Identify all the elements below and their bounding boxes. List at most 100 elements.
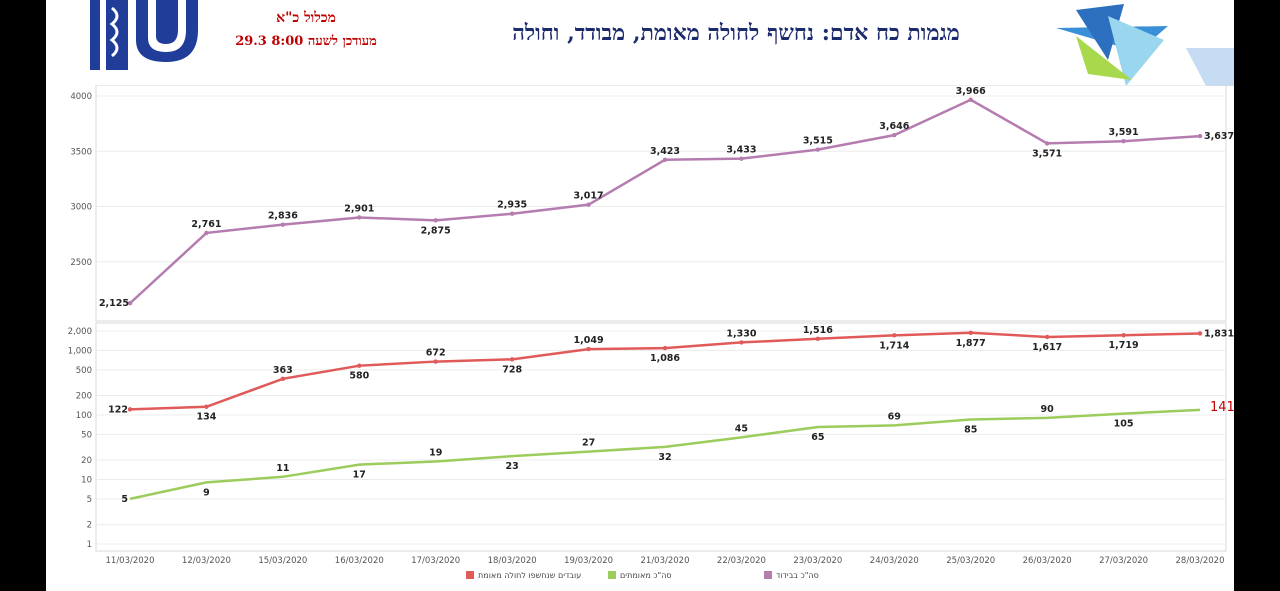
top-y-tick-label: 2500 — [70, 258, 92, 268]
isolated-data-label: 2,935 — [497, 200, 527, 211]
confirmed-data-label: 5 — [121, 494, 128, 505]
exposed-point — [739, 340, 744, 345]
x-tick-label: 28/03/2020 — [1176, 556, 1225, 566]
x-tick-label: 17/03/2020 — [411, 556, 460, 566]
bottom-y-tick-label: 5 — [87, 495, 92, 505]
exposed-point — [204, 404, 209, 409]
confirmed-data-label: 45 — [735, 423, 748, 434]
exposed-data-label: 122 — [108, 404, 128, 415]
x-tick-label: 24/03/2020 — [870, 556, 919, 566]
exposed-data-label: 1,516 — [803, 325, 833, 336]
isolated-point — [586, 202, 591, 207]
bottom-y-tick-label: 10 — [81, 475, 92, 485]
confirmed-line — [129, 408, 1201, 501]
bottom-y-tick-label: 500 — [76, 366, 92, 376]
charts-canvas: 40003500300025002,1252,7612,8362,9012,87… — [68, 84, 1234, 580]
isolated-data-label: 2,901 — [344, 203, 374, 214]
exposed-data-label: 1,086 — [650, 353, 680, 364]
exposed-data-label: 728 — [502, 364, 522, 375]
chart-area: 4000 3500 3000 2500 2,125 2,761 2,836 2,901 2,87… — [46, 84, 1234, 591]
bottom-y-tick-label: 2,000 — [68, 327, 92, 337]
x-tick-label: 11/03/2020 — [106, 556, 155, 566]
exposed-data-label: 1,617 — [1032, 342, 1062, 353]
legend-swatch — [764, 571, 772, 579]
top-y-tick-label: 4000 — [70, 92, 92, 102]
top-y-tick-label: 3000 — [70, 203, 92, 213]
legend-label: סה"כ בבידוד — [776, 571, 819, 580]
isolated-point — [815, 147, 821, 152]
isolated-data-label: 2,875 — [421, 225, 451, 236]
isolated-data-label: 3,591 — [1109, 127, 1139, 138]
isolated-point — [968, 97, 973, 102]
x-tick-label: 12/03/2020 — [182, 556, 231, 566]
isolated-point — [127, 301, 133, 306]
exposed-data-label: 1,714 — [879, 340, 909, 351]
confirmed-data-label: 11 — [276, 463, 289, 474]
legend-label: סה"כ מאומתים — [620, 571, 672, 580]
update-time: מעודכן לשעה 8:00 29.3 — [235, 34, 377, 49]
top-chart-frame — [95, 84, 1227, 322]
isolated-point — [204, 230, 209, 236]
unit-label: מכלול כ"א — [276, 10, 336, 26]
bottom-y-tick-label: 20 — [81, 456, 92, 466]
bottom-chart-frame — [95, 322, 1227, 552]
exposed-data-label: 580 — [349, 371, 369, 382]
exposed-data-label: 134 — [197, 412, 217, 423]
exposed-point — [509, 357, 515, 362]
isolated-data-label: 3,571 — [1032, 148, 1062, 159]
confirmed-data-label: 90 — [1041, 404, 1055, 415]
isolated-point — [662, 157, 668, 162]
confirmed-data-label: 23 — [506, 461, 519, 472]
legend-label: עובדים שנחשפו לחולה מאומת — [478, 571, 581, 580]
confirmed-data-label: 32 — [658, 452, 671, 463]
isolated-line — [129, 98, 1201, 305]
isolated-point — [1121, 139, 1126, 144]
isolated-point — [1044, 141, 1050, 146]
isolated-data-label: 3,966 — [956, 86, 986, 97]
exposed-point — [1121, 333, 1126, 338]
page-title: מגמות כח אדם: נחשף לחולה מאומת, מבודד, ו… — [512, 20, 960, 46]
confirmed-data-label: 85 — [964, 425, 977, 436]
x-tick-label: 27/03/2020 — [1099, 556, 1148, 566]
legend-swatch — [608, 571, 616, 579]
confirmed-data-label: 69 — [888, 411, 901, 422]
exposed-point — [662, 345, 668, 351]
slide: מכלול כ"א מעודכן לשעה 8:00 29.3 מגמות כח… — [46, 0, 1234, 591]
confirmed-data-label: 27 — [582, 438, 595, 449]
isolated-point — [357, 215, 362, 220]
isolated-point — [1197, 133, 1203, 139]
exposed-point — [1044, 334, 1050, 340]
confirmed-annotation: 141 — [1210, 400, 1234, 415]
emblem-logo — [1056, 4, 1234, 86]
x-tick-label: 15/03/2020 — [258, 556, 307, 566]
exposed-data-label: 363 — [273, 365, 293, 376]
confirmed-data-label: 65 — [811, 432, 824, 443]
confirmed-data-label: 105 — [1114, 419, 1134, 430]
x-tick-label: 18/03/2020 — [488, 556, 537, 566]
exposed-data-label: 1,049 — [574, 335, 604, 346]
top-y-tick-label: 3500 — [70, 147, 92, 157]
x-tick-label: 19/03/2020 — [564, 556, 613, 566]
isolated-point — [739, 156, 744, 161]
isolated-data-label: 3,646 — [879, 121, 909, 132]
confirmed-data-label: 9 — [203, 487, 210, 498]
x-tick-label: 25/03/2020 — [946, 556, 995, 566]
isolated-data-label: 3,017 — [574, 191, 604, 202]
x-tick-label: 21/03/2020 — [641, 556, 690, 566]
exposed-data-label: 672 — [426, 348, 446, 359]
isolated-data-label: 3,637 — [1204, 131, 1234, 142]
exposed-point — [280, 376, 286, 382]
isolated-data-label: 2,125 — [99, 298, 129, 309]
exposed-point — [127, 407, 133, 412]
bottom-y-tick-label: 50 — [81, 430, 92, 440]
isolated-data-label: 2,836 — [268, 211, 298, 222]
exposed-data-label: 1,877 — [956, 338, 986, 349]
isolated-point — [509, 211, 515, 216]
exposed-point — [1197, 331, 1203, 336]
legend-swatch — [466, 571, 474, 579]
exposed-data-label: 1,330 — [726, 328, 756, 339]
isolated-data-label: 3,423 — [650, 146, 680, 157]
exposed-point — [586, 346, 591, 352]
x-tick-label: 16/03/2020 — [335, 556, 384, 566]
x-tick-label: 23/03/2020 — [793, 556, 842, 566]
